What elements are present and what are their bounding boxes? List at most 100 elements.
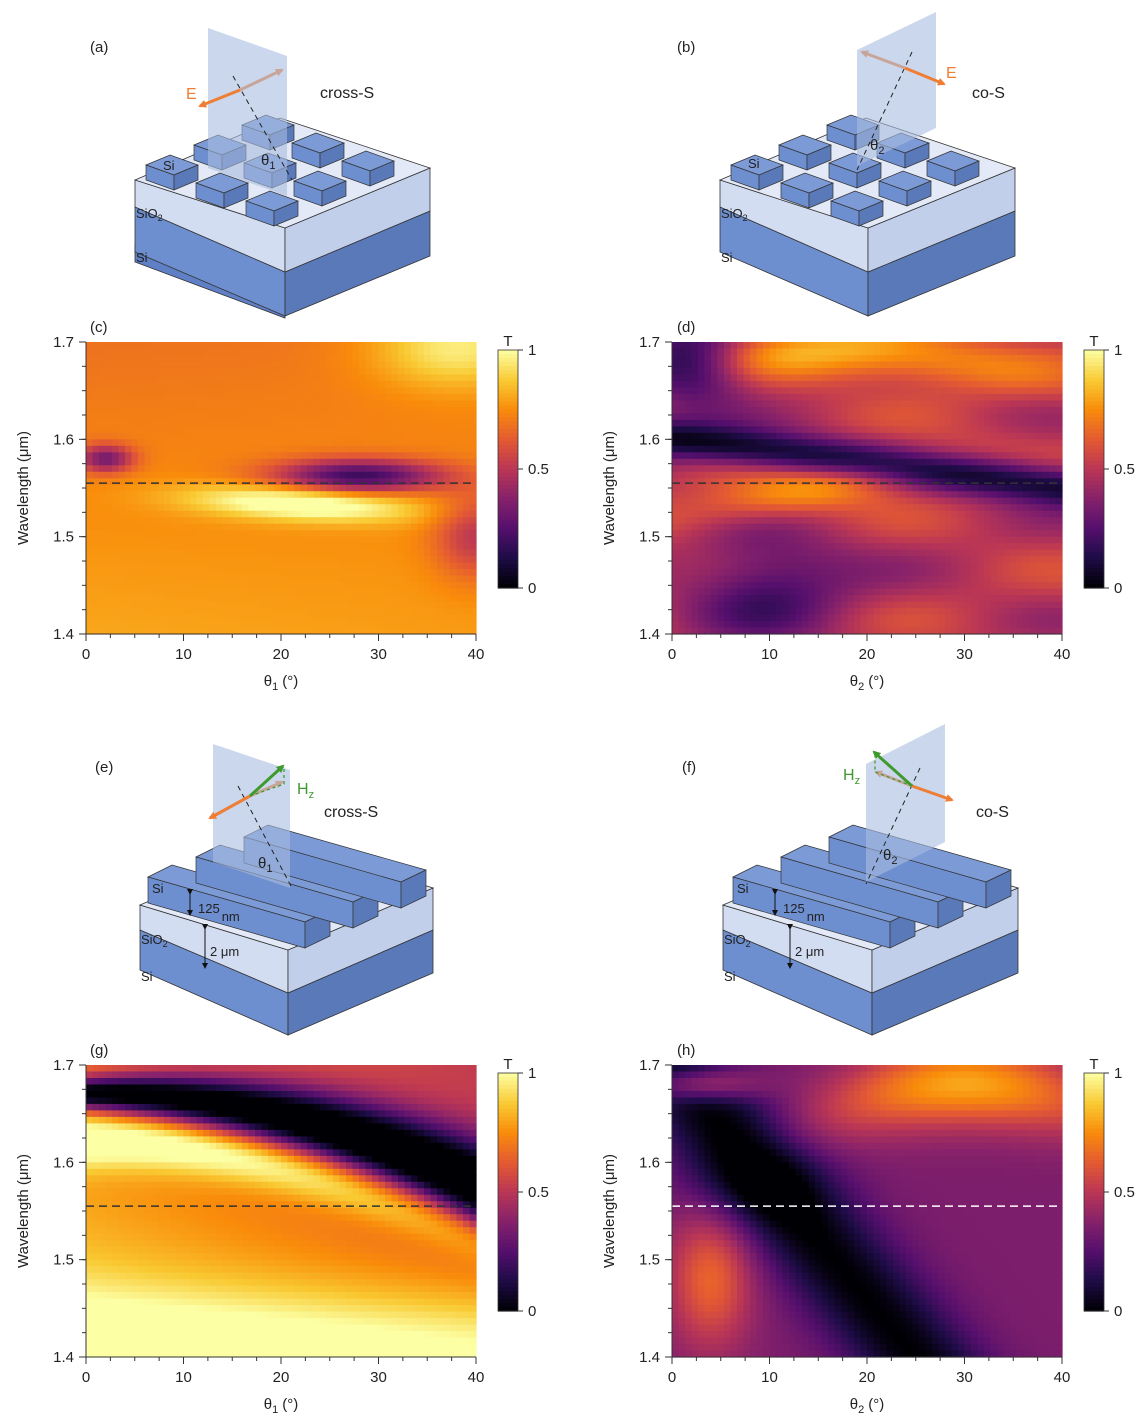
heatmap-cell	[268, 407, 275, 414]
heatmap-cell	[913, 459, 920, 466]
heatmap-cell	[783, 478, 790, 485]
heatmap-cell	[301, 361, 308, 368]
heatmap-cell	[405, 400, 412, 407]
heatmap-cell	[353, 381, 360, 388]
colorbar-segment	[498, 410, 518, 415]
heatmap-cell	[138, 472, 145, 479]
heatmap-cell	[398, 446, 405, 453]
y-tick-label: 1.5	[53, 529, 74, 546]
heatmap-cell	[932, 498, 939, 505]
heatmap-cell	[346, 348, 353, 355]
heatmap-cell	[692, 504, 699, 511]
heatmap-cell	[887, 543, 894, 550]
heatmap-cell	[705, 537, 712, 544]
heatmap-cell	[450, 517, 457, 524]
heatmap-cell	[203, 589, 210, 596]
heatmap-cell	[809, 595, 816, 602]
heatmap-cell	[750, 556, 757, 563]
heatmap-cell	[210, 602, 217, 609]
heatmap-cell	[138, 374, 145, 381]
heatmap-cell	[450, 348, 457, 355]
heatmap-cell	[965, 400, 972, 407]
heatmap-cell	[750, 407, 757, 414]
heatmap-cell	[698, 602, 705, 609]
heatmap-cell	[431, 602, 438, 609]
heatmap-cell	[340, 387, 347, 394]
heatmap-cell	[164, 394, 171, 401]
heatmap-cell	[119, 433, 126, 440]
heatmap-cell	[809, 602, 816, 609]
heatmap-cell	[99, 608, 106, 615]
heatmap-cell	[958, 446, 965, 453]
heatmap-cell	[958, 355, 965, 362]
heatmap-cell	[359, 621, 366, 628]
heatmap-cell	[854, 478, 861, 485]
heatmap-cell	[711, 400, 718, 407]
heatmap-cell	[919, 589, 926, 596]
heatmap-cell	[93, 576, 100, 583]
heatmap-cell	[93, 459, 100, 466]
heatmap-cell	[854, 452, 861, 459]
heatmap-cell	[223, 413, 230, 420]
heatmap-cell	[828, 556, 835, 563]
heatmap-cell	[763, 381, 770, 388]
heatmap-cell	[685, 517, 692, 524]
heatmap-cell	[757, 361, 764, 368]
heatmap-cell	[405, 595, 412, 602]
heatmap-cell	[405, 426, 412, 433]
heatmap-cell	[841, 426, 848, 433]
heatmap-cell	[861, 615, 868, 622]
heatmap-cell	[926, 608, 933, 615]
heatmap-cell	[138, 504, 145, 511]
heatmap-cell	[392, 498, 399, 505]
heatmap-cell	[744, 569, 751, 576]
heatmap-cell	[893, 556, 900, 563]
heatmap-cell	[398, 576, 405, 583]
colorbar-segment	[498, 425, 518, 430]
heatmap-cell	[164, 368, 171, 375]
heatmap-cell	[939, 381, 946, 388]
heatmap-cell	[809, 491, 816, 498]
heatmap-cell	[184, 589, 191, 596]
heatmap-cell	[366, 621, 373, 628]
heatmap-cell	[392, 426, 399, 433]
heatmap-cell	[913, 608, 920, 615]
heatmap-cell	[724, 608, 731, 615]
heatmap-cell	[757, 426, 764, 433]
heatmap-cell	[184, 426, 191, 433]
heatmap-cell	[119, 498, 126, 505]
heatmap-cell	[828, 361, 835, 368]
heatmap-cell	[763, 491, 770, 498]
heatmap-cell	[262, 407, 269, 414]
heatmap-cell	[359, 530, 366, 537]
heatmap-cell	[405, 413, 412, 420]
heatmap-cell	[444, 504, 451, 511]
heatmap-cell	[431, 478, 438, 485]
heatmap-cell	[288, 517, 295, 524]
heatmap-cell	[190, 407, 197, 414]
heatmap-cell	[887, 361, 894, 368]
heatmap-cell	[229, 381, 236, 388]
heatmap-cell	[197, 530, 204, 537]
heatmap-cell	[242, 485, 249, 492]
heatmap-cell	[906, 524, 913, 531]
heatmap-cell	[939, 355, 946, 362]
heatmap-cell	[236, 563, 243, 570]
heatmap-cell	[379, 472, 386, 479]
heatmap-cell	[822, 348, 829, 355]
heatmap-cell	[731, 342, 738, 349]
heatmap-cell	[711, 543, 718, 550]
heatmap-cell	[353, 563, 360, 570]
heatmap-cell	[815, 498, 822, 505]
heatmap-cell	[132, 498, 139, 505]
heatmap-cell	[457, 394, 464, 401]
heatmap-cell	[802, 602, 809, 609]
heatmap-cell	[119, 374, 126, 381]
heatmap-cell	[314, 556, 321, 563]
heatmap-cell	[372, 615, 379, 622]
heatmap-cell	[203, 426, 210, 433]
heatmap-cell	[327, 602, 334, 609]
heatmap-cell	[307, 524, 314, 531]
heatmap-cell	[288, 582, 295, 589]
heatmap-cell	[822, 615, 829, 622]
